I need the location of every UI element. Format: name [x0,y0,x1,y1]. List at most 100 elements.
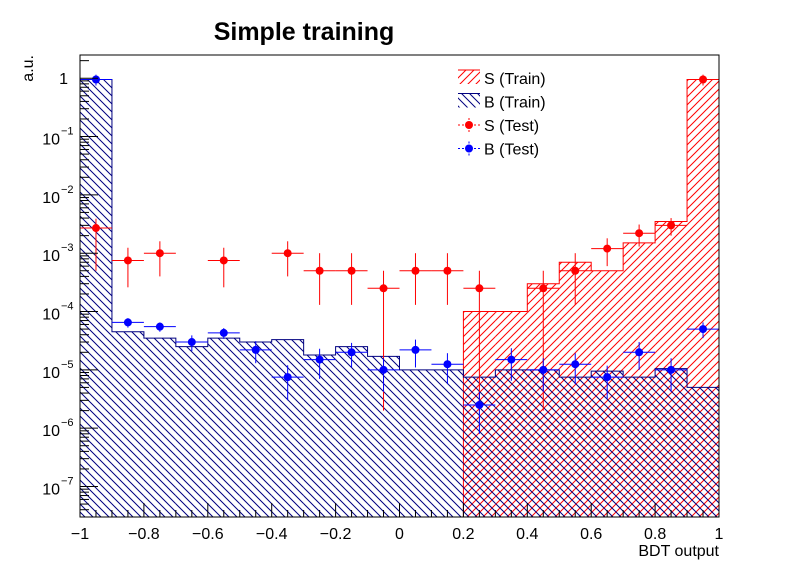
point-b-test-16 [591,365,624,399]
legend-marker [465,144,473,153]
svg-text:10: 10 [42,190,60,207]
y-tick-label: 10 −4 [42,301,73,324]
svg-text:−5: −5 [61,359,74,371]
point-b-test-9 [367,358,400,392]
bar-b-train-19 [687,387,719,517]
y-tick-label: 1 [59,71,68,88]
point-s-test-15 [559,253,592,305]
bar-b-train-7 [303,354,336,517]
legend-marker [465,121,473,129]
svg-text:10: 10 [42,423,60,440]
bar-b-train-0 [80,79,112,517]
legend-swatch [458,70,480,84]
series-s-test [80,74,719,411]
legend-label: B (Test) [484,142,539,159]
svg-text:−2: −2 [61,184,74,196]
chart-title: Simple training [214,18,395,46]
svg-text:10: 10 [42,132,60,149]
point-s-test-12 [463,270,496,411]
legend-label: S (Test) [484,118,539,135]
x-tick-label: −0.6 [192,526,224,543]
bar-b-train-11 [431,369,464,517]
x-tick-label: −0.8 [128,526,160,543]
svg-text:10: 10 [42,307,60,324]
x-tick-label: 0.6 [580,526,602,543]
point-b-test-8 [335,342,368,368]
x-tick-label: −0.4 [256,526,288,543]
y-axis: 10−710−610−510 −410−310 −210 −11 [42,60,98,518]
point-b-test-2 [143,322,176,332]
point-s-test-11 [431,253,464,305]
bar-b-train-10 [399,369,432,517]
point-s-test-0 [80,218,112,271]
point-s-test-2 [143,241,176,277]
y-tick-label: 10 −5 [42,359,73,382]
point-b-test-12 [463,391,496,434]
svg-text:1: 1 [59,71,68,88]
point-b-test-17 [623,342,656,370]
bar-b-train-17 [623,377,656,517]
x-tick-label: 1 [715,526,724,543]
point-s-test-19 [687,74,719,86]
point-b-test-7 [303,348,336,379]
x-tick-label: 0.8 [644,526,666,543]
point-b-test-4 [207,328,240,339]
point-b-test-19 [687,322,719,339]
x-axis-title: BDT output [638,543,719,560]
plot-area [80,74,719,517]
point-b-test-10 [399,339,432,368]
svg-text:−1: −1 [61,126,74,138]
bar-b-train-1 [111,331,144,517]
point-b-test-5 [239,341,272,364]
point-s-test-6 [271,241,304,277]
point-b-test-3 [175,335,208,352]
x-tick-label: −0.2 [320,526,352,543]
legend-entry-s-test: S (Test) [458,118,539,135]
point-b-test-14 [527,358,560,392]
svg-text:10: 10 [42,365,60,382]
y-tick-label: 10 −7 [42,476,73,499]
svg-text:−4: −4 [61,301,74,313]
x-tick-label: 0.4 [516,526,538,543]
bar-b-train-8 [335,346,368,517]
y-tick-label: 10−3 [42,242,73,265]
point-s-test-10 [399,253,432,305]
point-s-test-18 [655,218,688,236]
x-axis: −1 −0.8 −0.6 −0.4 −0.2 0 0.2 0.4 0.6 0.8 1 [71,503,724,543]
y-tick-label: 10 −1 [42,126,73,149]
point-s-test-1 [111,247,144,288]
legend-entry-s-train: S (Train) [458,69,546,88]
legend-swatch [458,93,480,108]
point-s-test-17 [623,224,656,247]
point-b-test-0 [80,74,112,86]
y-tick-label: 10 −6 [42,417,73,440]
legend: S (Train) B (Train) S (Test) B (Test) [458,69,546,159]
legend-label: B (Train) [484,95,546,112]
point-b-test-1 [111,318,144,328]
series-b-test [80,74,719,434]
svg-text:−6: −6 [61,417,74,429]
x-tick-label: −1 [71,526,89,543]
bar-b-train-3 [175,346,208,517]
point-b-test-15 [559,353,592,385]
bar-b-train-13 [495,369,528,517]
point-b-test-18 [655,358,688,392]
point-b-test-11 [431,353,464,385]
legend-entry-b-train: B (Train) [458,93,546,112]
bar-b-train-2 [143,338,176,517]
bar-b-train-15 [559,377,592,517]
svg-text:−3: −3 [61,242,74,254]
svg-text:10: 10 [42,248,60,265]
bar-b-train-4 [207,338,240,517]
bar-b-train-18 [655,368,688,517]
svg-text:10: 10 [42,482,60,499]
svg-text:−7: −7 [61,476,74,488]
legend-entry-b-test: B (Test) [458,141,539,159]
series-b-train [80,79,719,517]
y-tick-label: 10 −2 [42,184,73,207]
point-s-test-8 [335,253,368,305]
point-s-test-16 [591,238,624,267]
y-axis-title: a.u. [20,55,37,82]
